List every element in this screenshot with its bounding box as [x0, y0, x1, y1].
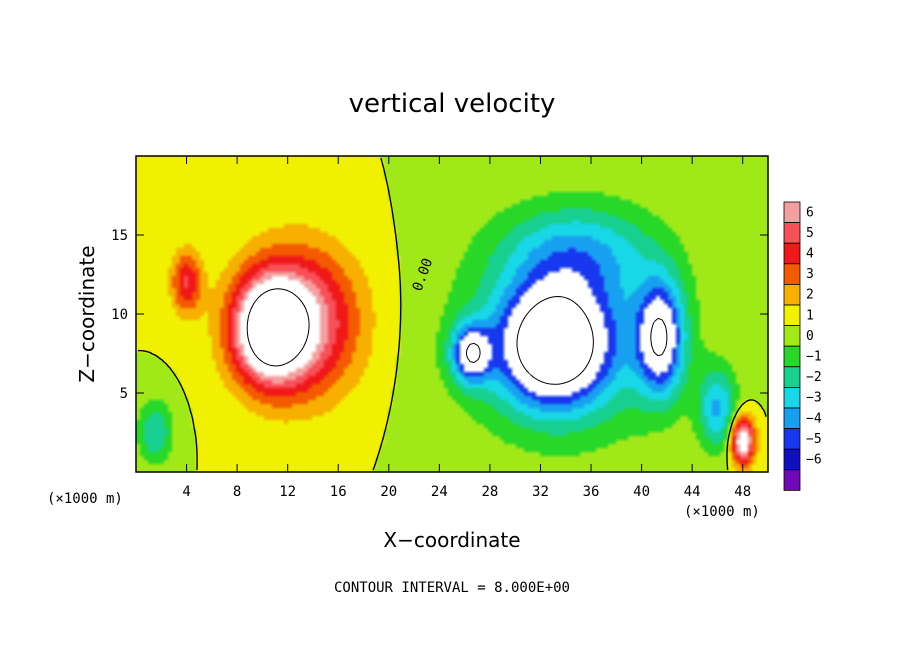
negative-contour [465, 296, 668, 385]
colorbar-swatch [783, 366, 801, 388]
colorbar-label: −6 [806, 453, 822, 468]
colorbar-label: 3 [806, 267, 814, 282]
x-tick-label: 4 [182, 484, 190, 500]
colorbar-swatch [783, 222, 801, 244]
colorbar-swatch [783, 469, 801, 491]
colorbar-label: 4 [806, 247, 814, 262]
colorbar-label: −1 [806, 350, 822, 365]
velocity-field-image [136, 156, 768, 472]
x-tick-label: 16 [330, 484, 347, 500]
x-axis-ticks: 4 8 12 16 20 24 28 32 36 40 44 48 [182, 156, 751, 500]
colorbar-label: −2 [806, 370, 822, 385]
x-tick-label: 40 [633, 484, 650, 500]
x-tick-label: 12 [279, 484, 296, 500]
colorbar-label: 1 [806, 308, 814, 323]
colorbar-swatch [783, 428, 801, 450]
colorbar-label: −5 [806, 432, 822, 447]
colorbar-swatch [783, 448, 801, 471]
colorbar: 6 5 4 3 2 1 0 −1 −2 −3 −4 −5 −6 [783, 201, 822, 491]
colorbar-swatch [783, 304, 801, 327]
chart-title: vertical velocity [349, 89, 556, 119]
y-axis-label: Z−coordinate [75, 245, 99, 382]
y-tick-label: 5 [120, 386, 128, 402]
x-tick-label: 44 [684, 484, 701, 500]
colorbar-swatch [783, 283, 801, 306]
colorbar-label: −3 [806, 391, 822, 406]
colorbar-swatch [783, 242, 801, 265]
y-tick-label: 10 [111, 307, 128, 323]
colorbar-swatch [783, 386, 801, 409]
colorbar-label: 2 [806, 288, 814, 303]
colorbar-label: 0 [806, 329, 814, 344]
y-axis-ticks: 5 10 15 [111, 228, 768, 402]
x-unit-right: (×1000 m) [684, 504, 760, 520]
colorbar-swatch [783, 201, 801, 224]
x-tick-label: 24 [431, 484, 448, 500]
x-unit-left: (×1000 m) [47, 491, 123, 507]
colorbar-label: −4 [806, 411, 822, 426]
colorbar-swatch [783, 345, 801, 368]
contour-lines [137, 157, 767, 471]
positive-contour [246, 288, 310, 367]
colorbar-label: 5 [806, 226, 814, 241]
colorbar-swatch [783, 325, 801, 347]
y-tick-label: 15 [111, 228, 128, 244]
colorbar-swatch [783, 263, 801, 285]
x-tick-label: 20 [380, 484, 397, 500]
colorbar-label: 6 [806, 205, 814, 220]
colorbar-swatch [783, 407, 801, 430]
x-axis-label: X−coordinate [383, 528, 520, 552]
contour-interval-note: CONTOUR INTERVAL = 8.000E+00 [334, 580, 570, 596]
x-tick-label: 32 [532, 484, 549, 500]
x-tick-label: 48 [734, 484, 751, 500]
x-tick-label: 36 [583, 484, 600, 500]
x-tick-label: 8 [233, 484, 241, 500]
zero-contour [137, 157, 767, 471]
x-tick-label: 28 [481, 484, 498, 500]
